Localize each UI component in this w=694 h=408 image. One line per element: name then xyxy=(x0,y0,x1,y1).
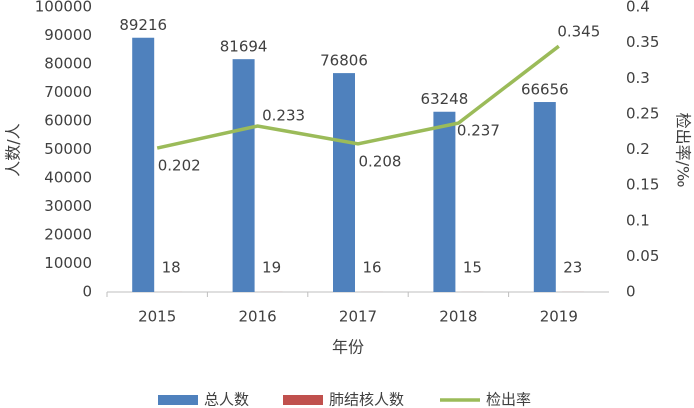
data-label: 15 xyxy=(463,259,482,277)
data-label: 0.202 xyxy=(158,157,201,175)
y-tick-label: 60000 xyxy=(44,112,92,130)
y-tick-label: 0 xyxy=(82,283,92,301)
x-tick-label: 2019 xyxy=(540,308,578,326)
data-label: 19 xyxy=(262,259,281,277)
y2-tick-label: 0 xyxy=(626,283,636,301)
y-tick-label: 50000 xyxy=(44,140,92,158)
y2-tick-label: 0.1 xyxy=(626,211,650,229)
y-tick-label: 20000 xyxy=(44,226,92,244)
data-label: 76806 xyxy=(320,52,368,70)
data-label: 23 xyxy=(563,259,582,277)
x-tick-label: 2018 xyxy=(439,308,477,326)
data-label: 0.237 xyxy=(457,122,500,140)
data-label: 0.345 xyxy=(557,23,600,41)
x-tick-label: 2015 xyxy=(138,308,176,326)
bar xyxy=(333,73,355,292)
bar xyxy=(433,111,456,293)
bar xyxy=(232,59,255,292)
legend-label: 检出率 xyxy=(486,391,531,408)
y2-tick-label: 0.05 xyxy=(626,247,659,265)
data-label: 63248 xyxy=(421,90,469,108)
y2-tick-label: 0.25 xyxy=(626,104,659,122)
x-tick-label: 2016 xyxy=(239,308,277,326)
data-label: 81694 xyxy=(220,38,268,56)
line xyxy=(156,44,560,150)
y2-tick-label: 0.2 xyxy=(626,140,650,158)
data-label: 0.208 xyxy=(359,152,402,170)
data-label: 18 xyxy=(162,259,181,277)
data-label: 66656 xyxy=(521,81,569,99)
y2-tick-label: 0.3 xyxy=(626,69,650,87)
data-label: 89216 xyxy=(119,16,167,34)
y-tick-label: 40000 xyxy=(44,169,92,187)
y-tick-label: 100000 xyxy=(35,0,92,16)
data-label: 0.233 xyxy=(262,106,305,124)
y2-tick-label: 0.4 xyxy=(626,0,650,16)
y2-tick-label: 0.15 xyxy=(626,176,659,194)
bar xyxy=(533,102,556,293)
y-tick-label: 80000 xyxy=(44,55,92,73)
legend-swatch xyxy=(283,395,323,405)
data-label: 16 xyxy=(362,259,381,277)
y2-axis-title: 检出率/‰ xyxy=(674,113,693,188)
x-axis-title: 年份 xyxy=(332,338,364,357)
y-tick-label: 70000 xyxy=(44,83,92,101)
y-tick-label: 90000 xyxy=(44,26,92,44)
legend-label: 肺结核人数 xyxy=(329,391,404,408)
y-axis-title: 人数/人 xyxy=(4,123,23,176)
y-tick-label: 10000 xyxy=(44,254,92,272)
legend-swatch xyxy=(158,395,198,405)
legend-label: 总人数 xyxy=(204,391,249,408)
y2-tick-label: 0.35 xyxy=(626,33,659,51)
bar xyxy=(132,37,155,292)
x-tick-label: 2017 xyxy=(339,308,377,326)
y-tick-label: 30000 xyxy=(44,197,92,215)
